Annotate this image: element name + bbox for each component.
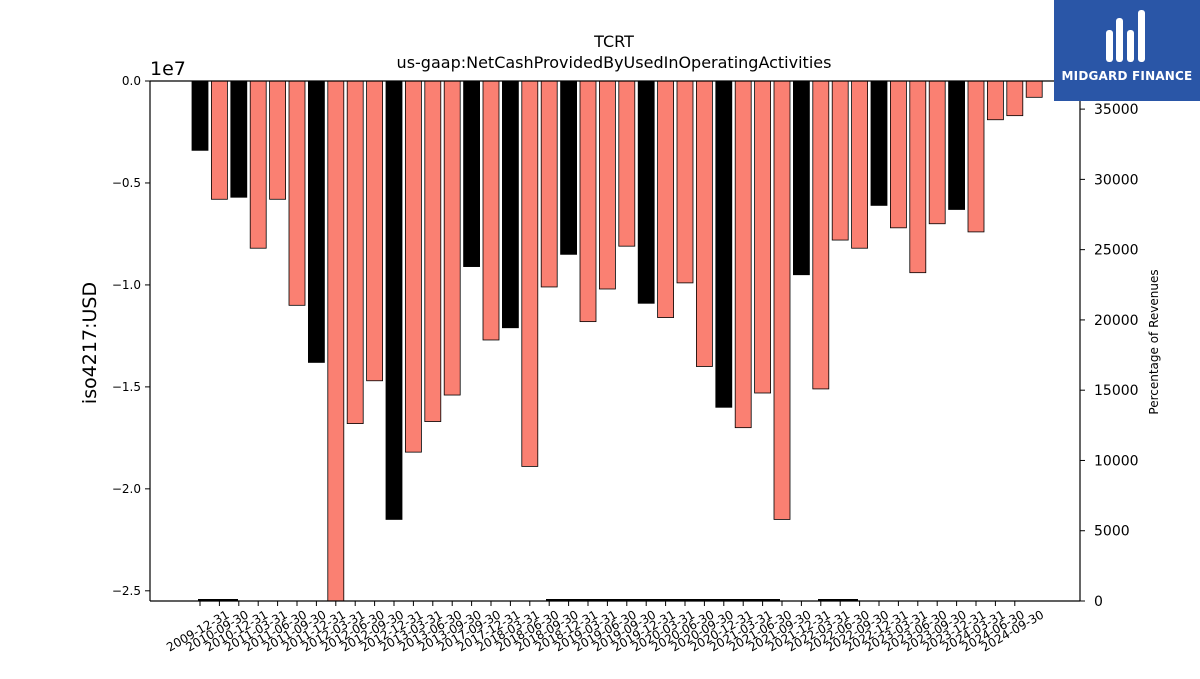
bar-34 (831, 80, 849, 241)
bar-25 (657, 80, 674, 318)
bar-24 (637, 80, 655, 304)
bar-38 (909, 80, 927, 274)
bar-31 (773, 80, 791, 520)
bar-37 (890, 80, 907, 229)
brand-logo: MIDGARD FINANCE (1054, 0, 1200, 101)
bar-5 (269, 80, 287, 200)
y2-axis-label: Percentage of Revenues (1147, 269, 1161, 414)
logo-text: MIDGARD FINANCE (1061, 69, 1193, 83)
bar-15 (463, 80, 481, 267)
axes-group: 0.0 −0.5 −1.0 −1.5 −2.0 −2.5 0 5000 10000 15000 20… (112, 74, 1139, 654)
bar-9 (346, 80, 364, 424)
bar-41 (967, 80, 985, 233)
bar-29 (734, 80, 752, 429)
bar-7 (307, 80, 325, 363)
bar-28 (715, 80, 733, 408)
bar-2 (210, 80, 228, 200)
bar-23 (618, 80, 636, 247)
y-tick-label-6: −2.5 (112, 584, 141, 598)
bar-35 (851, 80, 868, 249)
bar-12 (404, 80, 422, 453)
bar-3 (230, 80, 248, 198)
bar-20 (560, 80, 577, 255)
y2-tick-label-2: 5000 (1094, 524, 1130, 540)
y2-tick-label-1: 0 (1094, 594, 1103, 610)
bar-44 (1025, 80, 1043, 98)
bar-27 (696, 80, 713, 367)
bar-8 (327, 80, 345, 602)
bar-22 (599, 80, 616, 290)
y2-tick-label-6: 25000 (1094, 243, 1139, 259)
y-tick-label-1: 0.0 (122, 74, 141, 88)
bar-32 (793, 80, 810, 276)
bar-13 (424, 80, 442, 422)
bar-39 (928, 80, 946, 225)
bars-group (191, 80, 1043, 602)
bar-11 (385, 80, 403, 520)
bar-18 (521, 80, 539, 467)
midgard-logo-icon (1106, 10, 1145, 62)
y-offset-text: 1e7 (150, 58, 186, 80)
bar-40 (948, 80, 965, 210)
bar-26 (676, 80, 694, 284)
bar-4 (249, 80, 267, 249)
bar-16 (482, 80, 500, 341)
y-tick-label-4: −1.5 (112, 380, 141, 394)
y2-tick-label-4: 15000 (1094, 383, 1139, 399)
y-tick-label-3: −1.0 (112, 278, 141, 292)
y-tick-label-5: −2.0 (112, 482, 141, 496)
bar-1 (191, 80, 209, 151)
y-axis-label: iso4217:USD (79, 282, 101, 404)
bar-19 (540, 80, 558, 288)
bar-42 (987, 80, 1004, 121)
bar-36 (870, 80, 888, 206)
chart-subtitle: us-gaap:NetCashProvidedByUsedInOperating… (397, 53, 832, 72)
bar-30 (754, 80, 771, 394)
chart-title: TCRT (593, 32, 634, 51)
y2-tick-label-8: 35000 (1094, 102, 1139, 118)
bar-43 (1006, 80, 1024, 117)
y2-tick-label-7: 30000 (1094, 172, 1139, 188)
bar-21 (579, 80, 597, 323)
y2-tick-label-3: 10000 (1094, 453, 1139, 469)
bar-6 (288, 80, 306, 306)
bar-14 (443, 80, 461, 396)
y2-tick-label-5: 20000 (1094, 313, 1139, 329)
y-tick-label-2: −0.5 (112, 176, 141, 190)
bar-33 (812, 80, 830, 390)
bar-10 (366, 80, 384, 382)
bar-17 (501, 80, 519, 329)
